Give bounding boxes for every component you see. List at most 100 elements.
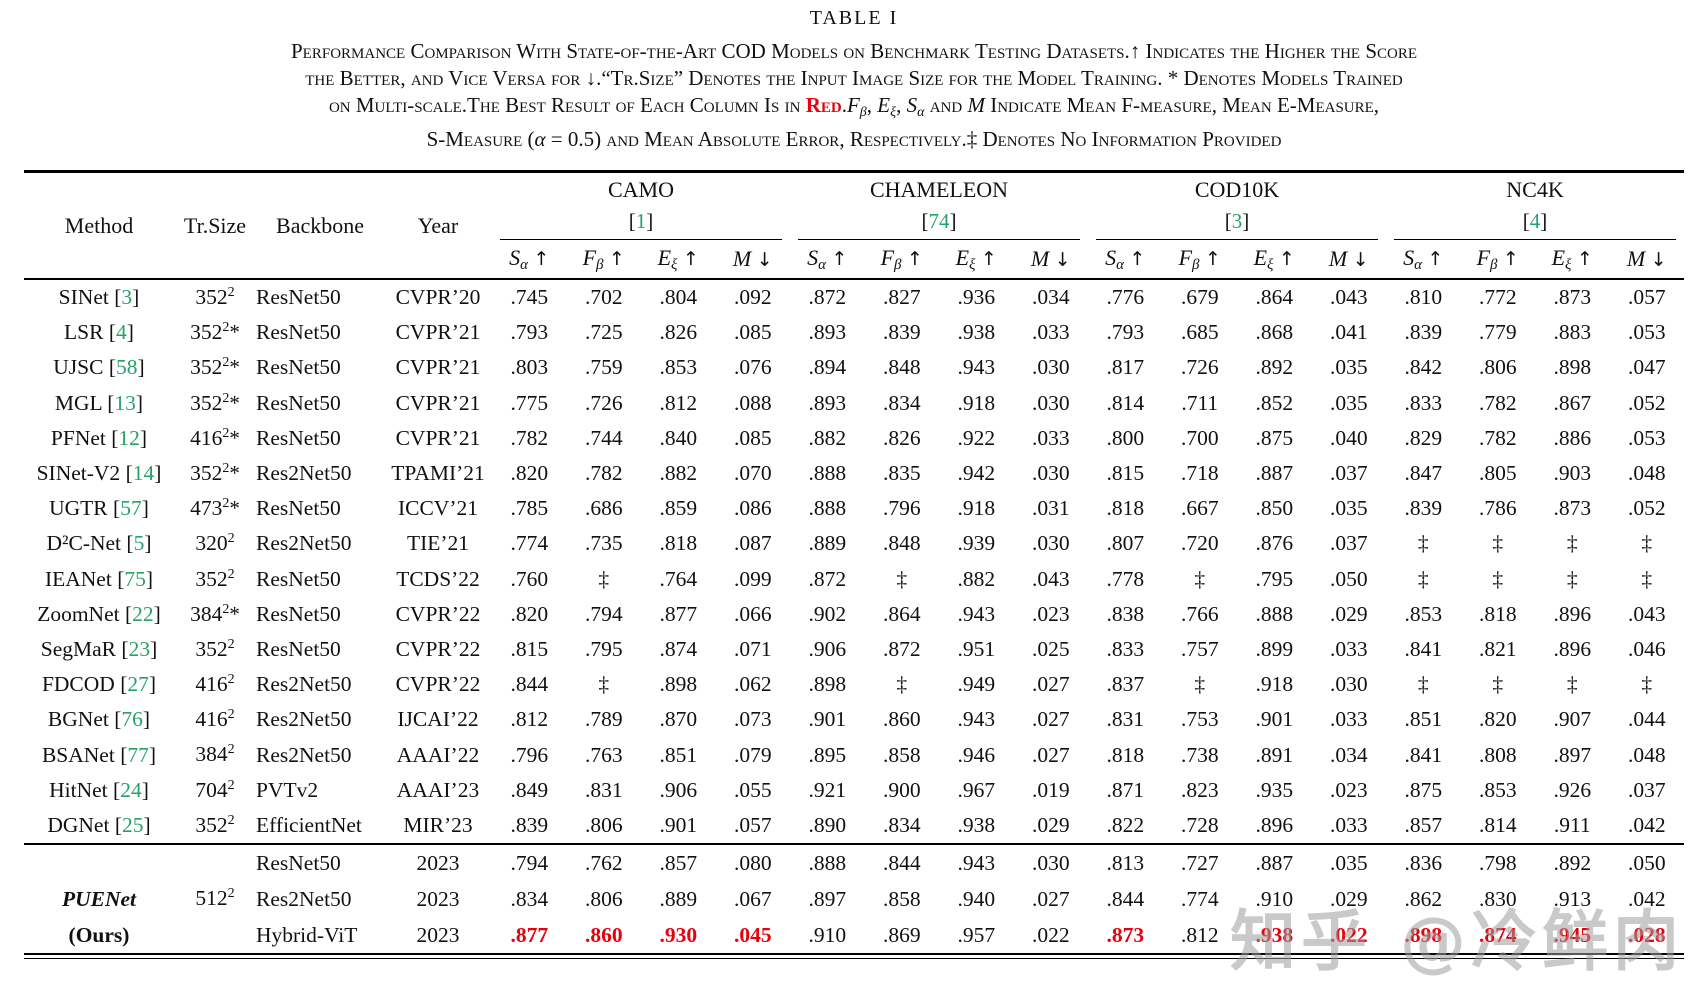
multiscale-star: * bbox=[229, 390, 240, 415]
superscript-2: 2 bbox=[227, 285, 235, 301]
metric-value: .030 bbox=[1031, 355, 1070, 380]
metric-value: .850 bbox=[1255, 496, 1294, 521]
dataset-citation: [3] bbox=[1096, 209, 1378, 240]
training-size: 416 bbox=[195, 672, 228, 697]
superscript-2: 2 bbox=[227, 886, 235, 902]
metric-value: .834 bbox=[510, 886, 549, 911]
training-size: 416 bbox=[195, 707, 228, 732]
metric-value: .774 bbox=[1180, 886, 1219, 911]
metric-value: .738 bbox=[1180, 742, 1219, 767]
metric-value: .796 bbox=[882, 496, 921, 521]
metric-value: .900 bbox=[882, 777, 921, 802]
metric-value: .841 bbox=[1404, 636, 1443, 661]
table-title: TABLE I bbox=[809, 7, 899, 29]
metric-value: .088 bbox=[733, 390, 772, 415]
metric-value: .896 bbox=[1553, 636, 1592, 661]
metric-value: ‡ bbox=[1417, 566, 1429, 591]
training-size: 352 bbox=[190, 355, 223, 380]
training-size: 704 bbox=[195, 777, 228, 802]
caption-text: α bbox=[917, 105, 925, 120]
metric-value: .943 bbox=[957, 850, 996, 875]
metric-value: ‡ bbox=[1492, 531, 1504, 556]
metric-value: ‡ bbox=[598, 672, 610, 697]
metric-value: .793 bbox=[1106, 320, 1145, 345]
method-name: MGL bbox=[54, 390, 102, 415]
arrow-up-icon: ↑ bbox=[907, 247, 923, 270]
metric-value: .812 bbox=[510, 707, 549, 732]
training-size-cell: 3522 bbox=[174, 562, 256, 597]
superscript-2: 2 bbox=[222, 425, 230, 441]
metric-value: ‡ bbox=[1417, 672, 1429, 697]
metric-symbol: F bbox=[1476, 244, 1491, 270]
metric-value: .025 bbox=[1031, 636, 1070, 661]
method-cell: LSR [4] bbox=[64, 320, 134, 345]
caption-text: E bbox=[877, 93, 891, 117]
superscript-2: 2 bbox=[227, 566, 235, 582]
arrow-up-icon: ↑ bbox=[609, 247, 625, 270]
backbone-cell: Res2Net50 bbox=[256, 461, 352, 486]
column-header-trsize: Tr.Size bbox=[174, 171, 256, 280]
training-size-cell: 4162* bbox=[174, 421, 256, 456]
dataset-citation-cell: [1] bbox=[492, 206, 790, 240]
metric-value: .764 bbox=[659, 566, 698, 591]
year-cell: TIE’21 bbox=[406, 531, 470, 556]
metric-value: .718 bbox=[1180, 461, 1219, 486]
metric-value: ‡ bbox=[1641, 531, 1653, 556]
method-name: LSR bbox=[64, 320, 104, 345]
metric-value: ‡ bbox=[1641, 672, 1653, 697]
arrow-up-icon: ↑ bbox=[533, 247, 550, 270]
training-size-cell: 4732* bbox=[174, 491, 256, 526]
table-row: SINet-V2 [14] 3522* Res2Net50 TPAMI’21.820.… bbox=[24, 456, 1684, 491]
metric-header: Eξ ↑ bbox=[1535, 240, 1610, 280]
metric-value: .873 bbox=[1088, 917, 1163, 955]
metric-value: .679 bbox=[1180, 285, 1219, 310]
table-caption: Performance Comparison With State-of-the… bbox=[0, 38, 1708, 153]
metric-value: .092 bbox=[733, 285, 772, 310]
metric-value: .838 bbox=[1106, 601, 1145, 626]
method-cell: PUENet bbox=[24, 881, 174, 917]
metric-value: .786 bbox=[1478, 496, 1517, 521]
header-row-datasets: Method Tr.Size Backbone Year CAMO CHAMELEON CO… bbox=[24, 171, 1684, 280]
metric-value: .760 bbox=[510, 566, 549, 591]
metric-value: .891 bbox=[1255, 742, 1294, 767]
backbone-cell: ResNet50 bbox=[256, 601, 341, 626]
method-cell: BGNet [76] bbox=[47, 707, 151, 732]
metric-value: .050 bbox=[1329, 566, 1368, 591]
arrow-up-icon: ↑ bbox=[1205, 247, 1221, 270]
year-cell: MIR’23 bbox=[384, 807, 492, 846]
metric-symbol: S bbox=[1403, 244, 1415, 270]
metric-value: .888 bbox=[808, 461, 847, 486]
metric-value: .744 bbox=[584, 425, 623, 450]
training-size: 352 bbox=[190, 320, 223, 345]
metric-value: .782 bbox=[510, 425, 549, 450]
citation-number: 24 bbox=[120, 777, 142, 802]
metric-value: .903 bbox=[1553, 461, 1592, 486]
training-size: 352 bbox=[195, 812, 228, 837]
metric-value: .048 bbox=[1627, 461, 1666, 486]
metric-value: ‡ bbox=[1194, 672, 1206, 697]
metric-value: .776 bbox=[1106, 285, 1145, 310]
metric-value: .029 bbox=[1329, 886, 1368, 911]
metric-header: Fβ ↑ bbox=[864, 240, 939, 280]
metric-value: .833 bbox=[1404, 390, 1443, 415]
caption-text: M bbox=[967, 93, 985, 117]
results-table-wrap: Method Tr.Size Backbone Year CAMO CHAMELEON CO… bbox=[24, 170, 1684, 959]
metric-value: .795 bbox=[1255, 566, 1294, 591]
table-row: SINet [3] 3522 ResNet50 CVPR’20.745.702.804… bbox=[24, 279, 1684, 315]
metric-value: .745 bbox=[510, 285, 549, 310]
caption-text: , bbox=[896, 93, 907, 117]
metric-value: .875 bbox=[1404, 777, 1443, 802]
arrow-up-icon: ↑ bbox=[1278, 247, 1295, 270]
metric-value: .726 bbox=[1180, 355, 1219, 380]
metric-value: .053 bbox=[1627, 425, 1666, 450]
metric-value: .871 bbox=[1106, 777, 1145, 802]
backbone-cell: ResNet50 bbox=[256, 566, 341, 591]
arrow-up-icon: ↑ bbox=[682, 247, 699, 270]
metric-value: .779 bbox=[1478, 320, 1517, 345]
metric-value: .027 bbox=[1031, 707, 1070, 732]
training-size: 384 bbox=[190, 601, 223, 626]
metric-value: .893 bbox=[808, 390, 847, 415]
metric-value: .851 bbox=[1404, 707, 1443, 732]
backbone-cell: ResNet50 bbox=[256, 285, 341, 310]
